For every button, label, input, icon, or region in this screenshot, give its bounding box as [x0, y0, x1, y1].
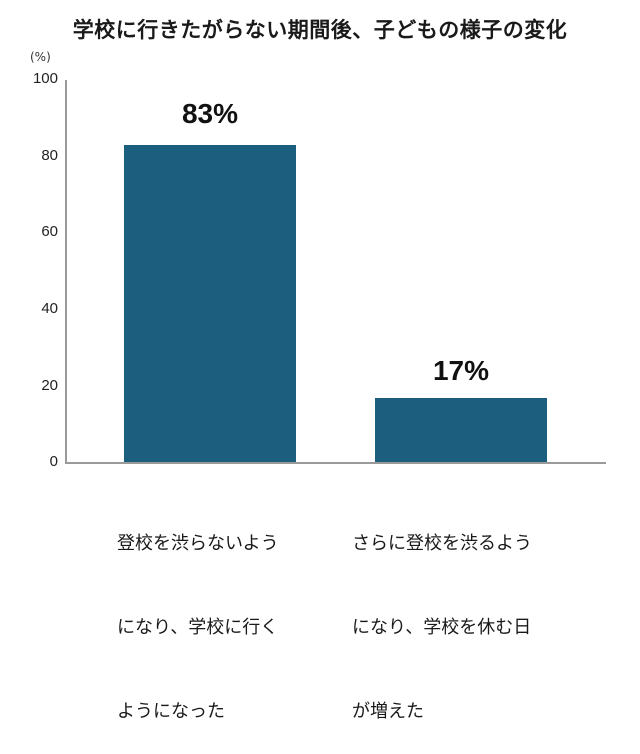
- y-tick-20: 20: [41, 377, 58, 394]
- y-tick-60: 60: [41, 223, 58, 240]
- x-axis-line: [65, 462, 606, 464]
- category-2-line-1: さらに登校を渋るよう: [352, 533, 532, 554]
- bar-1: [124, 145, 296, 463]
- bar-value-label-1: 83%: [181, 98, 239, 129]
- category-1-line-2: になり、学校に行く: [117, 617, 279, 638]
- category-2-line-3: が増えた: [352, 701, 424, 722]
- chart-title: 学校に行きたがらない期間後、子どもの様子の変化: [72, 18, 568, 42]
- bar-value-label-2: 17%: [432, 355, 490, 386]
- category-1-line-1: 登校を渋らないよう: [117, 533, 279, 554]
- category-1-line-3: ようになった: [117, 701, 225, 722]
- y-axis-unit-label: (%): [30, 50, 51, 64]
- category-2-line-2: になり、学校を休む日: [352, 617, 532, 638]
- y-tick-40: 40: [41, 300, 58, 317]
- y-tick-0: 0: [49, 453, 58, 470]
- bar-2: [375, 397, 547, 463]
- y-tick-100: 100: [32, 70, 58, 87]
- y-tick-80: 80: [41, 147, 58, 164]
- y-axis-line: [65, 80, 67, 464]
- category-label-2: さらに登校を渋るよう になり、学校を休む日 が増えた: [352, 474, 532, 754]
- category-label-1: 登校を渋らないよう になり、学校に行く ようになった: [117, 474, 279, 754]
